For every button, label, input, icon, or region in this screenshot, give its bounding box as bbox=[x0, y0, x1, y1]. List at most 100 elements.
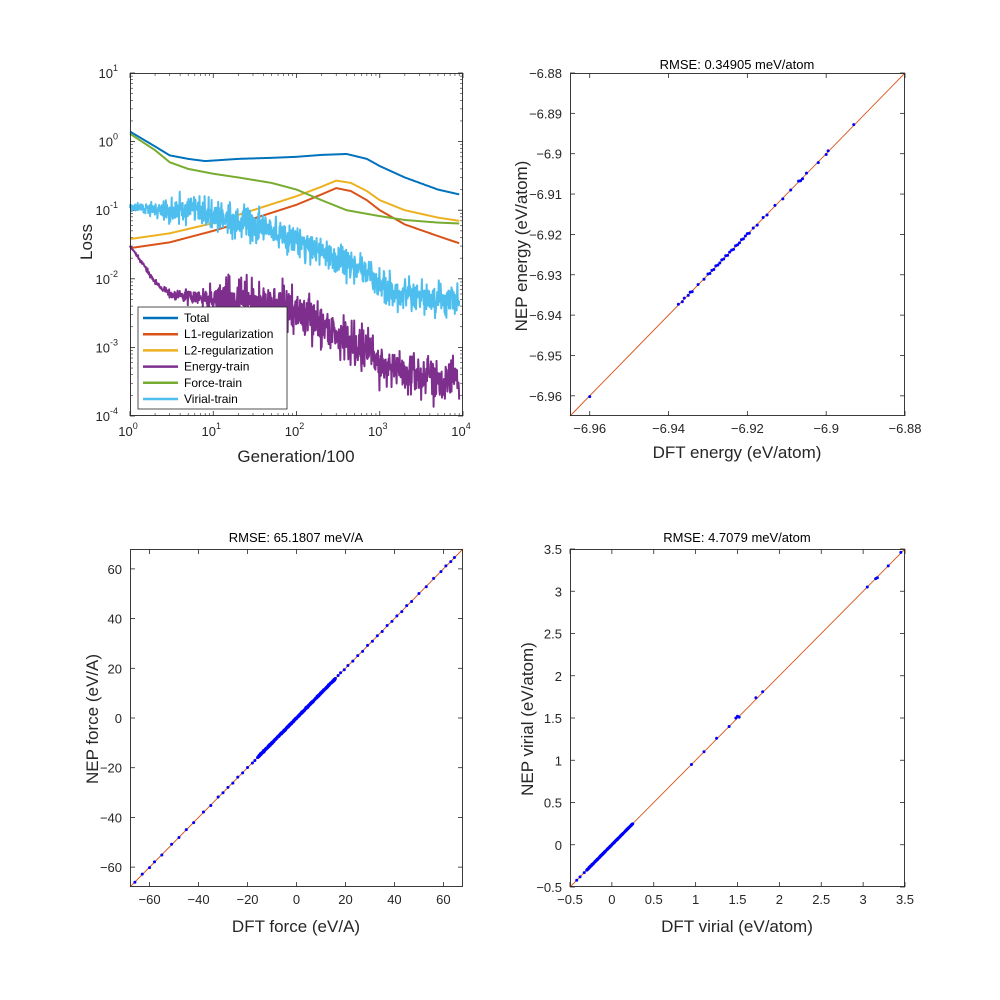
loss-legend: Total L1-regularization L2-regularization E… bbox=[137, 306, 288, 410]
loss-x-tick-exponent: 4 bbox=[466, 421, 471, 431]
force-point bbox=[277, 734, 281, 738]
loss-y-tick-exponent: -2 bbox=[110, 269, 118, 279]
virial-point bbox=[715, 736, 719, 740]
energy-point bbox=[716, 263, 720, 267]
energy-y-tick-label: −6.91 bbox=[529, 187, 562, 202]
force-point bbox=[366, 643, 370, 647]
force-y-tick-label: −20 bbox=[100, 761, 122, 776]
virial-point bbox=[575, 878, 579, 882]
force-point bbox=[258, 753, 261, 757]
force-point bbox=[291, 719, 295, 723]
energy-point bbox=[737, 241, 741, 245]
energy-point bbox=[743, 234, 747, 238]
force-point bbox=[322, 688, 326, 692]
energy-y-tick-label: −6.94 bbox=[529, 308, 562, 323]
virial-point bbox=[621, 832, 624, 836]
energy-point bbox=[761, 215, 765, 219]
virial-point bbox=[886, 564, 890, 568]
force-point bbox=[177, 836, 181, 840]
energy-point bbox=[708, 272, 712, 276]
loss-legend-label: Virial-train bbox=[184, 392, 238, 406]
force-point bbox=[216, 795, 220, 799]
loss-x-tick-exponent: 2 bbox=[299, 421, 304, 431]
virial-xlabel: DFT virial (eV/atom) bbox=[661, 917, 813, 936]
loss-series-total bbox=[129, 130, 460, 196]
force-y-tick-label: 40 bbox=[108, 612, 122, 627]
virial-point bbox=[737, 715, 741, 719]
virial-y-tick-label: 0 bbox=[555, 838, 562, 853]
virial-y-tick-label: 0.5 bbox=[544, 796, 562, 811]
virial-point bbox=[607, 845, 611, 849]
force-y-tick-label: 60 bbox=[108, 562, 122, 577]
virial-point bbox=[616, 837, 619, 841]
force-point bbox=[361, 649, 365, 653]
virial-title: RMSE: 4.7079 meV/atom bbox=[663, 530, 810, 545]
force-point bbox=[329, 681, 333, 685]
force-point bbox=[327, 684, 330, 688]
force-point bbox=[170, 842, 174, 846]
force-y-tick-label: −40 bbox=[100, 810, 122, 825]
force-point bbox=[405, 604, 409, 608]
virial-y-tick-label: 1 bbox=[555, 753, 562, 768]
virial-point bbox=[865, 585, 869, 589]
force-point bbox=[231, 781, 235, 785]
energy-x-tick-label: −6.94 bbox=[652, 421, 685, 436]
energy-x-tick-label: −6.96 bbox=[573, 421, 606, 436]
virial-x-tick-label: 2 bbox=[776, 892, 783, 907]
virial-x-tick-label: 1 bbox=[692, 892, 699, 907]
force-point bbox=[336, 674, 340, 677]
force-point bbox=[333, 677, 337, 681]
virial-y-tick-label: 3.5 bbox=[544, 542, 562, 557]
loss-axes-box bbox=[130, 73, 463, 416]
loss-series-l2-regularization bbox=[129, 179, 460, 241]
loss-legend-label: Total bbox=[184, 311, 209, 325]
loss-panel: 100 101 102 103 10410-410-310-210-1100101Tot… bbox=[77, 63, 471, 466]
energy-point bbox=[765, 213, 769, 217]
energy-point bbox=[702, 277, 706, 281]
force-point bbox=[133, 880, 137, 884]
virial-y-tick-label: 1.5 bbox=[544, 711, 562, 726]
force-point bbox=[221, 791, 225, 795]
virial-point bbox=[605, 847, 609, 851]
loss-y-tick-exponent: 0 bbox=[113, 132, 118, 142]
force-point bbox=[311, 699, 315, 703]
force-point bbox=[342, 668, 346, 672]
force-point bbox=[260, 751, 264, 755]
force-title: RMSE: 65.1807 meV/A bbox=[229, 530, 364, 545]
energy-point bbox=[751, 226, 755, 230]
energy-point bbox=[728, 250, 732, 254]
virial-axes-box bbox=[570, 549, 905, 887]
force-point bbox=[301, 709, 304, 713]
force-point bbox=[449, 560, 453, 564]
force-point bbox=[280, 731, 284, 735]
virial-panel: −0.5 0 0.5 1 1.5 2 2.5 3 3.5 −0.5 0 0.5 1 1.5 2 2.5 3 3.5… bbox=[518, 530, 914, 936]
force-point bbox=[452, 555, 456, 559]
force-point bbox=[346, 664, 350, 668]
force-point bbox=[148, 866, 152, 870]
force-x-tick-label: −40 bbox=[188, 892, 210, 907]
virial-y-tick-label: 2 bbox=[555, 669, 562, 684]
loss-legend-label: L1-regularization bbox=[184, 327, 273, 341]
force-y-tick-label: 20 bbox=[108, 661, 122, 676]
force-point bbox=[226, 785, 230, 789]
force-point bbox=[375, 634, 379, 638]
energy-point bbox=[686, 293, 690, 297]
force-point bbox=[356, 654, 360, 658]
virial-point bbox=[875, 576, 879, 580]
virial-point bbox=[590, 863, 594, 867]
loss-xlabel: Generation/100 bbox=[237, 447, 354, 466]
force-x-tick-label: 0 bbox=[293, 892, 300, 907]
loss-series-l1-regularization bbox=[129, 187, 460, 250]
energy-y-tick-label: −6.93 bbox=[529, 268, 562, 283]
virial-y-tick-label: 2.5 bbox=[544, 627, 562, 642]
virial-y-tick-label: 3 bbox=[555, 584, 562, 599]
force-point bbox=[385, 624, 389, 628]
loss-legend-label: Force-train bbox=[184, 376, 242, 390]
energy-x-tick-label: −6.92 bbox=[731, 421, 764, 436]
energy-point bbox=[726, 253, 730, 257]
force-point bbox=[309, 701, 313, 705]
virial-point bbox=[761, 690, 765, 694]
force-point bbox=[410, 599, 414, 603]
virial-point bbox=[619, 834, 623, 838]
